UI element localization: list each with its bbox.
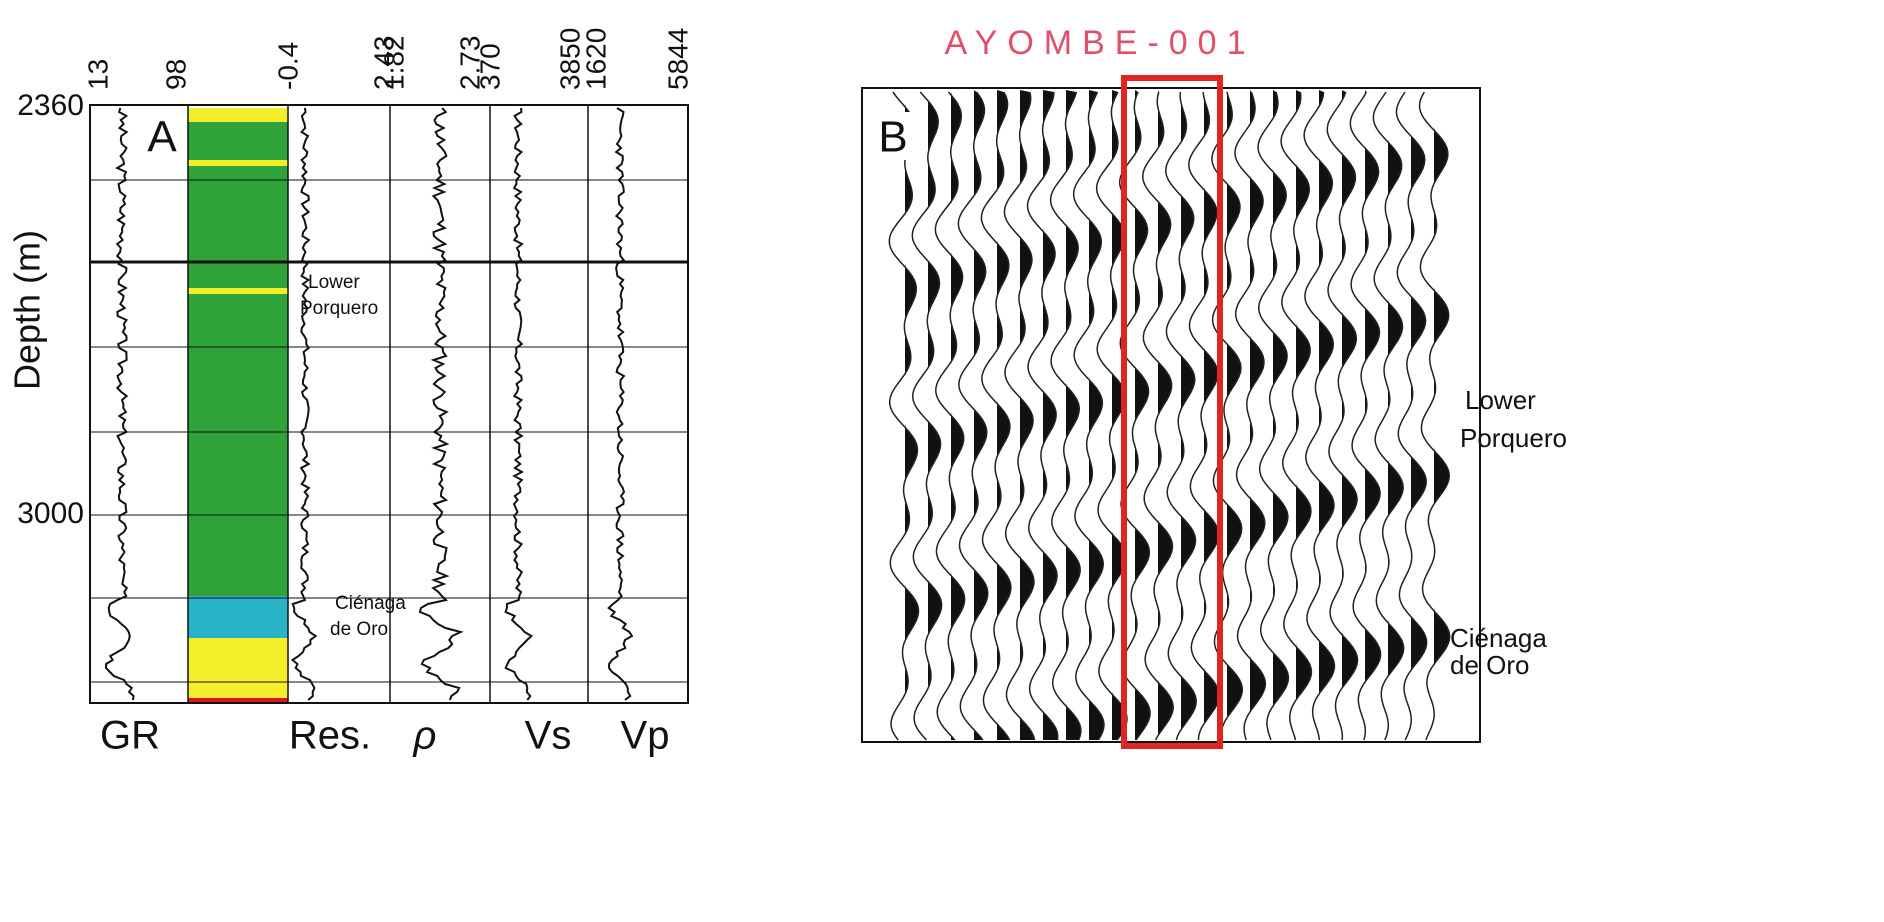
track-header: 2.43: [368, 36, 399, 91]
seismic-trace: [1118, 91, 1151, 741]
seismic-trace: [1257, 91, 1290, 741]
seismic-fill: [1020, 90, 1035, 740]
seismic-trace: [1234, 91, 1267, 741]
seismic-fill: [1250, 90, 1266, 740]
seismic-trace: [1188, 91, 1221, 741]
axis-title: Depth (m): [7, 230, 48, 390]
annotation: Ciénaga: [335, 593, 406, 614]
seismic-trace: [980, 91, 1012, 741]
track-name: GR: [100, 714, 160, 758]
seismic-trace: [1165, 91, 1197, 741]
seismic-frame: [861, 87, 1481, 743]
seismic-fill: [1273, 90, 1289, 740]
seismic-fill: [974, 90, 988, 740]
seismic-trace: [1280, 91, 1313, 741]
seismic-fill: [1112, 90, 1127, 740]
lithology-shale: [188, 108, 288, 596]
panel-a: A Depth (m) 2360 3000 GR Res. ρ Vs Vp Lo…: [7, 28, 694, 758]
track-header: 98: [160, 59, 191, 90]
seismic-traces: [888, 90, 1451, 741]
depth-label: 2360: [17, 89, 84, 122]
seismic-trace: [911, 91, 943, 741]
seismic-fill: [1158, 90, 1174, 740]
seismic-trace: [1372, 91, 1405, 741]
log-frame: [89, 104, 689, 704]
seismic-trace: [1049, 91, 1082, 741]
seismic-fill: [1319, 90, 1335, 740]
seismic-fill: [928, 90, 942, 740]
seismic-trace: [1349, 91, 1382, 741]
track-header: 1.82: [378, 36, 409, 91]
seismic-fill: [1089, 90, 1104, 740]
seismic-fill: [1296, 90, 1312, 740]
annotation: Lower: [1465, 385, 1536, 415]
seismic-trace: [888, 91, 920, 741]
log-curve: [504, 107, 534, 701]
seismic-trace: [1141, 91, 1174, 741]
depth-label: 3000: [17, 497, 84, 530]
seismic-trace: [1211, 91, 1244, 741]
lithology-sand-strip: [188, 160, 288, 166]
annotation: Ciénaga: [1450, 623, 1547, 653]
seismic-trace: [1095, 91, 1128, 741]
annotation: Porquero: [300, 298, 378, 319]
seismic-trace: [1326, 91, 1359, 741]
track-name: Vp: [621, 714, 670, 758]
log-curve: [418, 107, 464, 701]
seismic-fill: [905, 90, 919, 740]
well-highlight: [1121, 75, 1223, 749]
lithology-sand-strip: [188, 108, 288, 122]
lithology-sand-strip: [188, 288, 288, 294]
track-header: 3850: [554, 28, 585, 90]
track-header: 2.73: [454, 36, 485, 91]
seismic-fill: [1411, 90, 1427, 740]
track-header: 5844: [662, 28, 693, 90]
seismic-trace: [1418, 91, 1451, 741]
track-name: Res.: [289, 714, 371, 758]
seismic-trace: [1303, 91, 1336, 741]
log-curve: [607, 107, 634, 701]
lithology-basement: [188, 698, 288, 704]
annotation: de Oro: [1450, 650, 1530, 680]
seismic-trace: [1003, 91, 1036, 741]
seismic-trace: [934, 91, 966, 741]
annotation: Lower: [308, 272, 360, 293]
seismic-fill: [1388, 90, 1404, 740]
panel-b: AYOMBE-001 B Lower Porquero Ciénaga de O…: [861, 24, 1567, 749]
track-header: 370: [474, 43, 505, 90]
seismic-fill: [1204, 90, 1220, 740]
track-header: 1620: [580, 28, 611, 90]
seismic-trace: [957, 91, 989, 741]
lithology-sandstone: [188, 638, 288, 700]
log-curve: [104, 107, 135, 701]
log-curve: [290, 107, 318, 701]
seismic-trace: [1072, 91, 1105, 741]
seismic-trace: [1026, 91, 1059, 741]
panel-label: B: [878, 113, 907, 162]
label-bg: [872, 112, 916, 160]
annotation: Porquero: [1460, 423, 1567, 453]
track-name: ρ: [413, 714, 437, 758]
seismic-trace: [1395, 91, 1428, 741]
panel-label: A: [147, 113, 177, 162]
well-name: AYOMBE-001: [944, 24, 1255, 62]
seismic-fill: [1434, 90, 1450, 740]
seismic-fill: [1043, 90, 1058, 740]
seismic-fill: [1181, 90, 1197, 740]
seismic-fill: [1365, 90, 1381, 740]
seismic-fill: [1227, 90, 1243, 740]
track-header: 13: [82, 59, 113, 90]
track-header: -0.4: [272, 42, 303, 90]
annotation: de Oro: [330, 619, 388, 640]
seismic-fill: [951, 90, 965, 740]
lithology-limestone: [188, 596, 288, 638]
seismic-fill: [1342, 90, 1358, 740]
track-name: Vs: [525, 714, 572, 758]
